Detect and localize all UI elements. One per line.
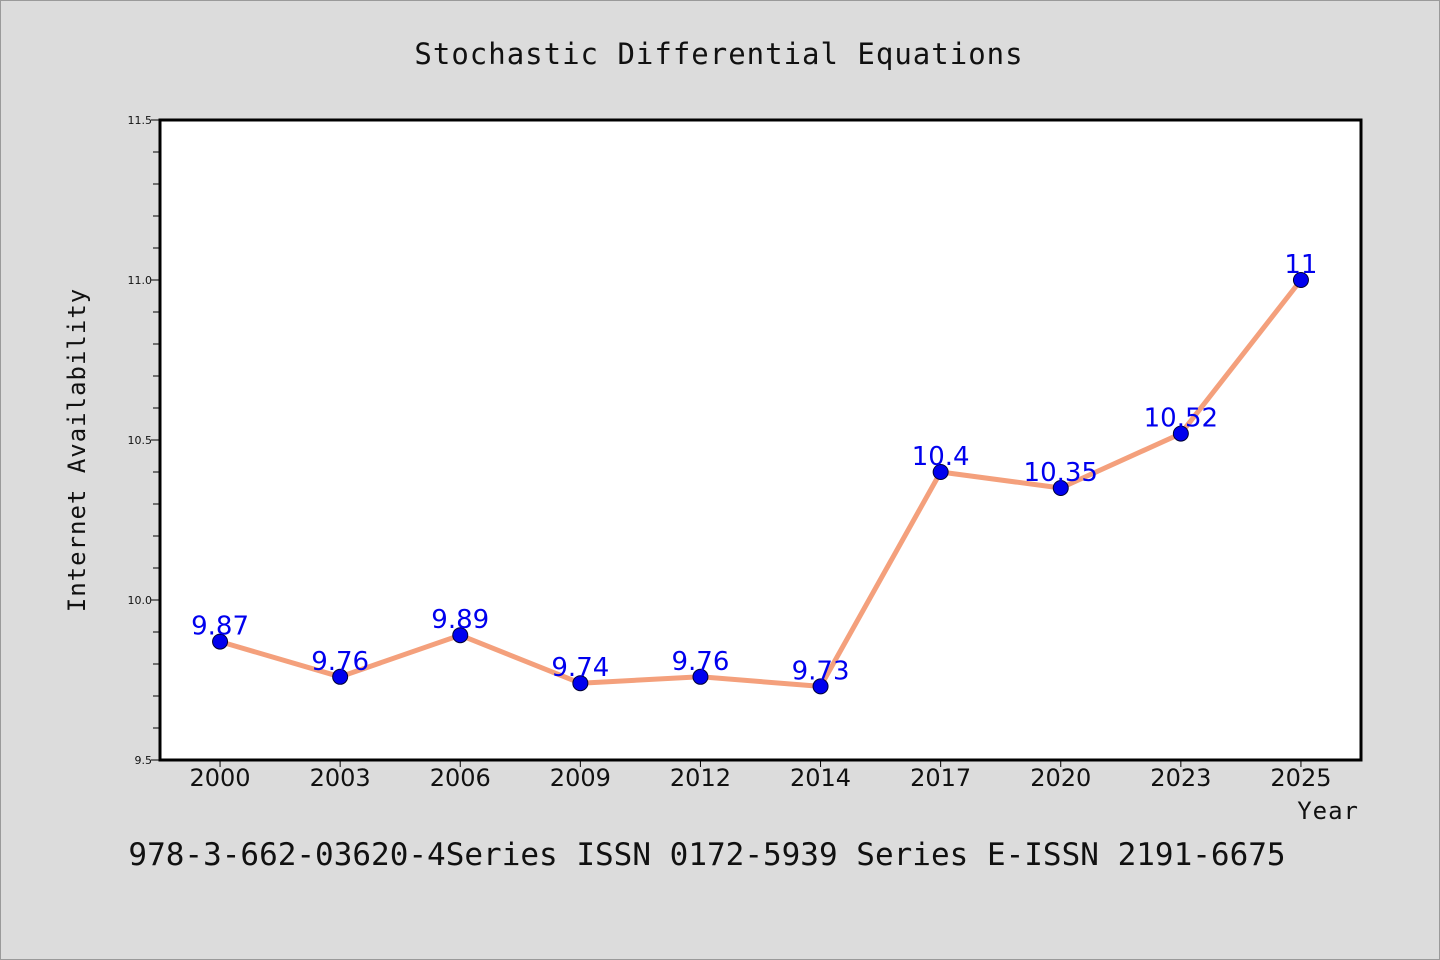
x-tick-label: 2006 — [430, 764, 491, 792]
data-label: 9.89 — [431, 605, 489, 635]
y-tick-label: 9.5 — [135, 754, 153, 767]
y-axis-label: Internet Availability — [63, 288, 91, 612]
data-label: 10.35 — [1024, 458, 1098, 488]
data-label: 11 — [1284, 250, 1317, 280]
x-tick-label: 2012 — [670, 764, 731, 792]
y-tick-label: 10.5 — [128, 434, 153, 447]
x-axis-label: Year — [1297, 797, 1359, 825]
plot-frame — [158, 118, 1363, 762]
data-point — [572, 675, 589, 692]
y-tick-label: 10.0 — [128, 594, 153, 607]
x-tick-label: 2009 — [550, 764, 611, 792]
chart-title: Stochastic Differential Equations — [414, 37, 1023, 71]
x-tick-label: 2000 — [190, 764, 251, 792]
data-label: 10.4 — [912, 442, 970, 472]
data-labels: 9.87 9.76 9.89 9.74 9.76 9.73 10.4 10.35 10.52 11 — [191, 250, 1317, 686]
x-axis-ticks: 2000 2003 2006 2009 2012 2014 2017 2020 2023 2025 — [190, 760, 1331, 792]
data-point — [212, 633, 229, 650]
x-tick-label: 2020 — [1030, 764, 1091, 792]
data-label: 9.73 — [792, 656, 850, 686]
x-tick-label: 2017 — [910, 764, 971, 792]
footer-note: 978-3-662-03620-4Series ISSN 0172-5939 S… — [128, 837, 1285, 873]
data-point — [1052, 480, 1069, 496]
y-tick-label: 11.5 — [128, 114, 153, 127]
data-point — [1172, 425, 1189, 442]
x-tick-label: 2023 — [1150, 764, 1211, 792]
data-point — [692, 668, 709, 685]
y-tick-label: 11.0 — [128, 274, 153, 287]
data-point — [1292, 272, 1309, 288]
y-axis-ticks: 9.5 10.0 10.5 11.0 11.5 — [128, 114, 160, 767]
data-label: 9.76 — [311, 647, 369, 677]
series-markers — [212, 272, 1309, 695]
data-point — [332, 668, 349, 685]
data-point — [932, 464, 949, 480]
data-label: 9.87 — [191, 612, 249, 642]
series-line — [217, 277, 1304, 689]
x-tick-label: 2025 — [1270, 764, 1331, 792]
x-tick-label: 2003 — [310, 764, 371, 792]
x-tick-label: 2014 — [790, 764, 851, 792]
data-label: 9.74 — [551, 653, 609, 683]
data-point — [452, 627, 469, 644]
data-label: 9.76 — [672, 647, 730, 677]
data-label: 10.52 — [1144, 404, 1218, 434]
data-point — [812, 678, 829, 695]
